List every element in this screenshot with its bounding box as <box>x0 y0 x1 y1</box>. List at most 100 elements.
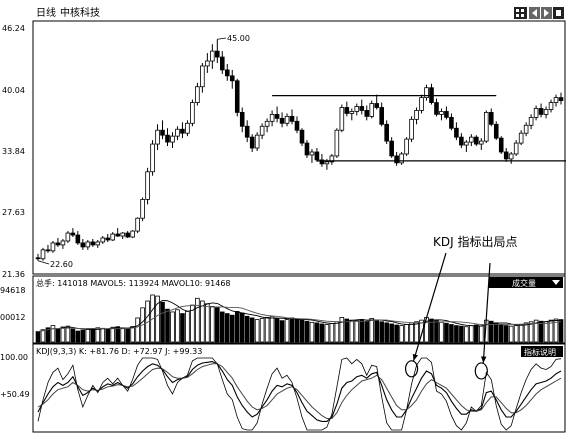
candle <box>429 83 434 105</box>
volume-bar <box>409 322 414 343</box>
volume-bar <box>65 325 71 343</box>
exit-arrowhead <box>481 356 487 363</box>
volume-bar <box>249 317 255 343</box>
grid-icon[interactable] <box>514 7 527 19</box>
candle <box>264 118 270 133</box>
volume-bar <box>533 319 539 343</box>
candle <box>329 153 335 165</box>
volume-bar <box>454 325 459 343</box>
volume-bar <box>464 326 469 343</box>
candle <box>414 107 419 125</box>
volume-bar <box>349 319 355 343</box>
exit-arrow <box>482 262 491 364</box>
candle <box>125 231 130 238</box>
volume-bar <box>220 311 225 343</box>
kdj-summary-label: KDJ(9,3,3) K: +81.76 D: +72.97 J: +99.33 <box>36 347 202 356</box>
volume-bar <box>518 324 524 343</box>
kdj-tick-label: 100.00 <box>0 353 28 362</box>
candle <box>344 101 350 117</box>
candle <box>304 140 310 158</box>
volume-bar <box>523 322 529 343</box>
volume-bar <box>224 313 230 343</box>
candle <box>498 136 504 154</box>
right-arrow-icon[interactable] <box>541 7 552 19</box>
volume-bar <box>55 328 61 343</box>
volume-button[interactable]: 成交量 <box>489 277 563 288</box>
kdj-exit-annotation: KDJ 指标出局点 <box>433 234 517 249</box>
candle <box>459 133 464 149</box>
volume-ma-line <box>37 300 562 333</box>
candle <box>479 138 484 150</box>
exit-arrow <box>412 252 447 361</box>
price-y-axis: 46.24 40.04 33.84 27.63 21.36 <box>2 24 25 279</box>
price-tick-label: 40.04 <box>2 86 25 95</box>
volume-bar <box>175 309 180 343</box>
volume-ma-line <box>37 304 562 333</box>
kdj-tick-label: +50.49 <box>0 390 30 399</box>
candle <box>449 113 454 131</box>
volume-bar <box>210 306 215 343</box>
candle <box>299 128 305 147</box>
candle <box>229 69 235 89</box>
volume-bar <box>299 319 305 343</box>
candle <box>220 51 225 74</box>
volume-bar <box>314 322 320 343</box>
candle <box>210 44 215 69</box>
candle <box>165 128 170 147</box>
volume-bar <box>444 323 449 343</box>
volume-bar <box>80 329 86 343</box>
candle <box>239 107 245 133</box>
volume-bar <box>170 311 175 343</box>
volume-bar <box>449 324 454 343</box>
candle <box>35 253 41 261</box>
indicator-help-button[interactable]: 指标说明 <box>521 346 563 357</box>
candle <box>160 120 165 140</box>
candle <box>533 105 539 121</box>
candle <box>334 128 340 158</box>
volume-bar <box>35 331 41 343</box>
candle <box>493 121 499 141</box>
candle <box>95 239 101 248</box>
volume-bar <box>105 328 111 343</box>
volume-bar <box>284 319 290 343</box>
candle <box>175 126 180 141</box>
candle <box>434 98 439 117</box>
left-arrow-icon[interactable] <box>529 7 540 19</box>
candle <box>464 140 469 152</box>
candle <box>269 110 275 127</box>
high-price-pointer <box>217 37 227 40</box>
candle <box>518 130 524 146</box>
volume-bar <box>479 325 484 343</box>
candle <box>364 105 370 121</box>
candle <box>284 113 290 127</box>
candle <box>155 124 160 150</box>
square-icon[interactable] <box>553 7 564 19</box>
volume-bar <box>135 317 140 343</box>
candle <box>195 82 200 106</box>
candle <box>508 151 514 164</box>
volume-bar <box>264 317 270 343</box>
volume-bar <box>269 315 275 343</box>
candle <box>349 108 355 121</box>
volume-bar <box>125 328 130 343</box>
low-price-pointer <box>37 260 50 265</box>
candle <box>474 135 479 147</box>
kdj-line-k <box>37 361 562 422</box>
candle <box>115 228 120 238</box>
candle <box>359 99 365 115</box>
volume-bar <box>379 321 384 343</box>
volume-bar <box>553 318 559 343</box>
volume-bar <box>404 324 409 343</box>
volume-bar <box>274 318 280 343</box>
candle <box>469 134 474 147</box>
low-price-annotation: 22.60 <box>50 260 73 269</box>
candle <box>419 94 424 114</box>
volume-bar <box>389 323 394 343</box>
volume-bar <box>498 324 504 343</box>
volume-bar <box>309 321 315 343</box>
kdj-line-d <box>37 363 562 419</box>
volume-bar <box>195 297 200 343</box>
volume-bar <box>474 324 479 343</box>
